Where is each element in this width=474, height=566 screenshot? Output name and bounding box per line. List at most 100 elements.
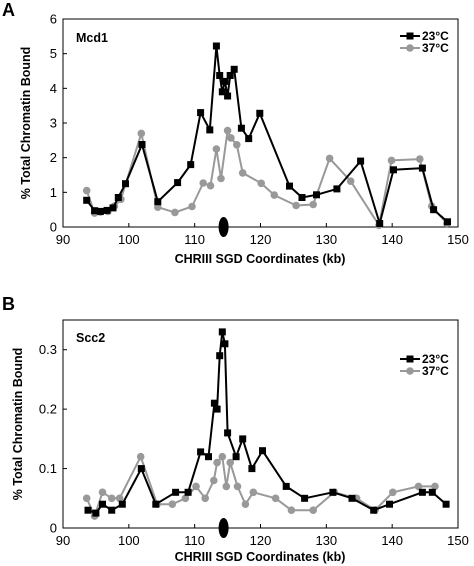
data-point-37c bbox=[98, 488, 107, 497]
data-point-23c bbox=[259, 447, 266, 455]
y-axis-ticks-b: 0 0.1 0.2 0.3 bbox=[39, 342, 67, 536]
data-point-23c bbox=[206, 126, 214, 134]
data-point-23c bbox=[418, 164, 426, 172]
data-point-23c bbox=[230, 65, 238, 73]
centromere-marker-a bbox=[218, 217, 229, 237]
data-point-23c bbox=[205, 453, 212, 461]
data-point-23c bbox=[221, 77, 229, 85]
data-point-37c bbox=[431, 482, 439, 491]
data-point-23c bbox=[118, 500, 126, 508]
data-point-37c bbox=[309, 200, 318, 209]
data-point-37c bbox=[168, 500, 177, 509]
data-point-37c bbox=[309, 506, 318, 514]
series-layer-b bbox=[82, 328, 450, 520]
y-tick-label: 0.1 bbox=[39, 461, 57, 476]
data-point-37c bbox=[218, 452, 227, 461]
data-point-37c bbox=[233, 482, 242, 491]
data-point-37c bbox=[136, 452, 145, 461]
data-point-23c bbox=[138, 141, 146, 148]
data-point-37c bbox=[292, 201, 300, 210]
x-tick-label: 120 bbox=[250, 232, 272, 247]
data-point-23c bbox=[84, 506, 92, 514]
data-point-37c bbox=[226, 458, 234, 467]
x-axis-label-b: CHRIII SGD Coordinates (kb) bbox=[175, 550, 346, 564]
legend-label-37c-b: 37°C bbox=[422, 364, 449, 378]
data-point-23c bbox=[226, 72, 234, 79]
data-point-23c bbox=[221, 340, 229, 348]
series-line-23c bbox=[87, 330, 447, 515]
data-point-37c bbox=[287, 506, 296, 514]
data-point-23c bbox=[298, 194, 306, 201]
x-tick-label: 90 bbox=[56, 232, 70, 247]
x-tick-label: 130 bbox=[315, 232, 337, 247]
y-tick-label: 0 bbox=[50, 220, 57, 235]
data-point-23c bbox=[97, 207, 104, 215]
y-axis-label-a: % Total Chromatin Bound bbox=[19, 47, 33, 200]
data-point-37c bbox=[199, 179, 207, 187]
data-point-37c bbox=[217, 174, 225, 183]
data-point-37c bbox=[325, 154, 334, 163]
x-tick-label: 110 bbox=[184, 533, 205, 548]
data-point-37c bbox=[137, 129, 146, 138]
legend-label-23c-a: 23°C bbox=[422, 29, 449, 43]
y-tick-label: 2 bbox=[50, 150, 57, 165]
x-tick-label: 140 bbox=[381, 232, 403, 247]
data-point-23c bbox=[357, 157, 365, 165]
x-tick-label: 90 bbox=[56, 533, 70, 548]
data-point-23c bbox=[212, 42, 220, 50]
data-point-23c bbox=[92, 509, 100, 517]
data-point-37c bbox=[171, 208, 179, 217]
data-point-37c bbox=[188, 202, 196, 211]
data-point-23c bbox=[444, 218, 451, 226]
x-tick-label: 150 bbox=[447, 232, 469, 247]
y-tick-label: 6 bbox=[50, 12, 57, 27]
legend-b: 23°C 37°C bbox=[400, 352, 449, 378]
data-point-23c bbox=[103, 206, 111, 214]
x-tick-label: 100 bbox=[118, 533, 140, 548]
data-point-23c bbox=[232, 453, 240, 461]
data-point-23c bbox=[210, 399, 218, 407]
data-point-23c bbox=[91, 207, 99, 215]
data-point-23c bbox=[108, 506, 116, 514]
data-point-23c bbox=[282, 482, 290, 490]
data-point-23c bbox=[224, 429, 232, 437]
data-point-23c bbox=[248, 465, 256, 473]
centromere-marker-b bbox=[218, 518, 229, 538]
data-point-23c bbox=[218, 328, 226, 336]
data-point-23c bbox=[333, 185, 341, 193]
legend-marker-23c-b bbox=[406, 355, 414, 363]
data-point-37c bbox=[115, 494, 124, 503]
data-point-23c bbox=[216, 352, 224, 360]
y-axis-ticks-a: 0 1 2 3 4 5 6 bbox=[50, 12, 67, 235]
y-tick-label: 4 bbox=[50, 81, 57, 96]
data-point-23c bbox=[122, 180, 129, 188]
data-point-37c bbox=[387, 156, 396, 165]
data-point-23c bbox=[386, 500, 393, 508]
legend-label-23c-b: 23°C bbox=[422, 352, 449, 366]
data-point-37c bbox=[414, 482, 423, 491]
y-axis-label-b: % Total Chromatin Bound bbox=[11, 348, 25, 501]
data-point-23c bbox=[216, 72, 224, 79]
y-tick-label: 0 bbox=[50, 521, 57, 536]
data-point-23c bbox=[172, 488, 180, 496]
data-point-37c bbox=[416, 155, 424, 163]
data-point-37c bbox=[154, 203, 162, 211]
data-point-23c bbox=[237, 124, 245, 132]
chart-panel-b: B Scc2 CHRIII SGD Coordinates (kb) % Tot… bbox=[2, 294, 469, 564]
series-layer-a bbox=[82, 42, 451, 230]
data-point-37c bbox=[213, 458, 221, 467]
panel-label-b: B bbox=[2, 294, 15, 314]
data-point-23c bbox=[286, 182, 293, 190]
legend-a: 23°C 37°C bbox=[400, 29, 449, 55]
legend-marker-23c-a bbox=[406, 32, 414, 40]
data-point-37c bbox=[346, 177, 355, 185]
y-tick-label: 5 bbox=[50, 46, 57, 61]
data-point-37c bbox=[206, 181, 215, 190]
y-tick-label: 0.2 bbox=[39, 402, 57, 417]
x-axis-ticks-b: 90 100 110 120 130 140 150 bbox=[56, 524, 469, 548]
data-point-23c bbox=[428, 488, 436, 496]
data-point-23c bbox=[174, 179, 182, 187]
data-point-23c bbox=[152, 500, 160, 508]
data-point-37c bbox=[210, 476, 218, 485]
